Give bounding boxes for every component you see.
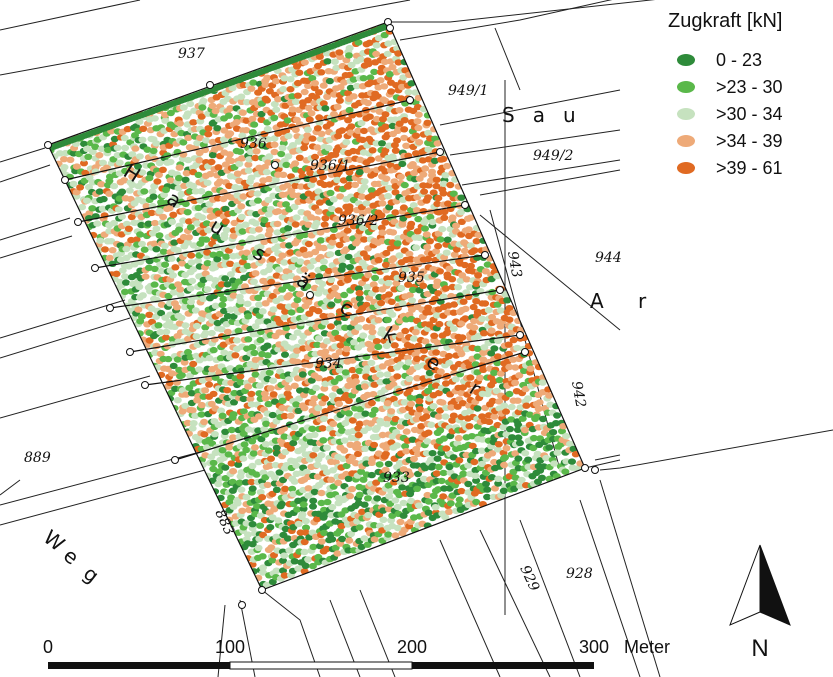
svg-text:g: g (79, 561, 104, 588)
legend-label: >34 - 39 (716, 131, 783, 151)
parcel-935: 935 (398, 270, 425, 286)
scale-tick-300: 300 (579, 637, 609, 657)
parcel-928: 928 (566, 566, 593, 582)
scale-segment-2 (229, 661, 413, 670)
parcel-949-2: 949/2 (533, 148, 573, 164)
legend-title: Zugkraft [kN] (668, 10, 782, 32)
legend-swatch (677, 81, 695, 93)
legend-label: >23 - 30 (716, 77, 783, 97)
legend-swatch (677, 162, 695, 174)
legend-swatch (677, 108, 695, 120)
parcel-936-1: 936/1 (310, 158, 350, 174)
legend-label: 0 - 23 (716, 50, 762, 70)
boundary-nodes (44, 18, 599, 609)
parcel-933: 933 (383, 470, 410, 486)
legend-label: >30 - 34 (716, 104, 783, 124)
parcel-883: 883 (211, 507, 237, 538)
scale-tick-200: 200 (397, 637, 427, 657)
svg-text:W: W (39, 525, 70, 556)
legend-swatch (677, 54, 695, 66)
scale-bar: 0 100 200 300 Meter (43, 637, 670, 670)
north-arrow-icon: N (729, 544, 791, 662)
place-ar: A r (590, 289, 660, 313)
draft-force-points (48, 22, 585, 590)
legend: Zugkraft [kN] 0 - 23 >23 - 30 >30 - 34 >34 … (668, 10, 783, 178)
scale-segment-3 (412, 662, 594, 669)
parcel-944: 944 (595, 250, 622, 266)
parcel-949-1: 949/1 (448, 83, 488, 99)
scale-unit: Meter (624, 637, 670, 657)
scale-tick-100: 100 (215, 637, 245, 657)
legend-swatch (677, 135, 695, 147)
parcel-942: 942 (568, 380, 588, 409)
parcel-937: 937 (178, 46, 205, 62)
scale-tick-0: 0 (43, 637, 53, 657)
parcel-943: 943 (504, 250, 524, 279)
scale-segment-1 (48, 662, 230, 669)
svg-text:e: e (59, 543, 83, 569)
parcel-936: 936 (240, 136, 267, 152)
parcel-936-2: 936/2 (338, 213, 378, 229)
parcel-934: 934 (315, 356, 342, 372)
parcel-889: 889 (24, 450, 51, 466)
north-label: N (751, 635, 768, 662)
place-sau: Sau (502, 103, 594, 127)
legend-label: >39 - 61 (716, 158, 783, 178)
svg-text:ä: ä (292, 267, 315, 294)
